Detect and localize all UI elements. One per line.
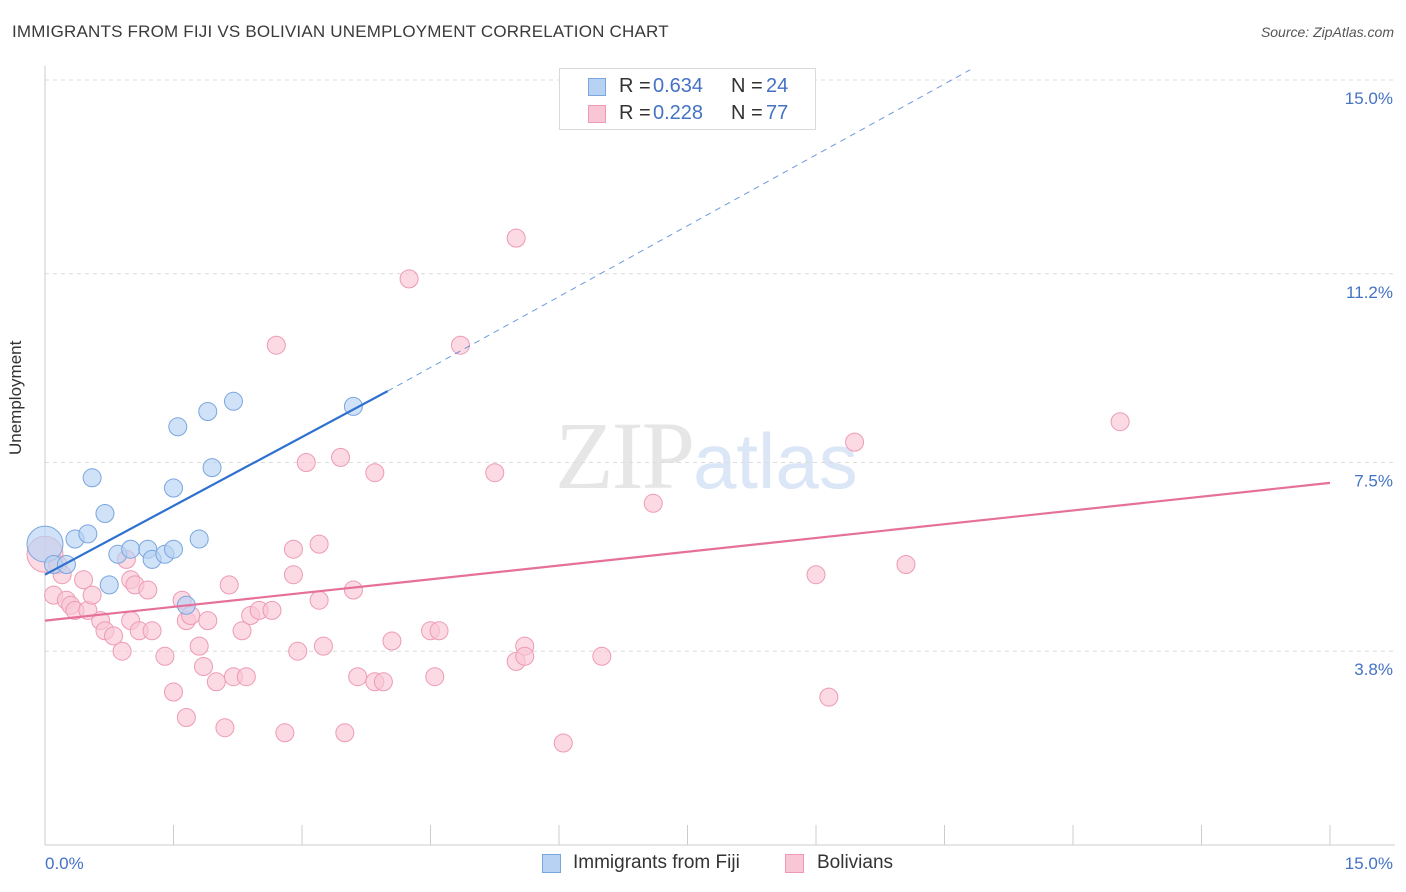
fiji-point (164, 539, 183, 559)
bolivian-point (845, 432, 865, 452)
bolivian-point (193, 657, 213, 676)
y-tick-label: 11.2% (1346, 283, 1393, 302)
bolivian-point (232, 621, 252, 641)
bolivian-point (104, 626, 124, 646)
fiji-n-label: N = (731, 75, 763, 97)
bolivian-point (335, 723, 355, 743)
x-tick-label: 15.0% (1345, 854, 1393, 873)
watermark-atlas: atlas (693, 417, 858, 505)
y-tick-label: 7.5% (1354, 472, 1393, 491)
fiji-n-value: 24 (766, 75, 789, 97)
bolivian-point (283, 565, 303, 585)
bolivian-point (74, 570, 94, 590)
bolivian-point (266, 335, 286, 355)
fiji-trendline-extension (387, 69, 971, 392)
bolivian-point (425, 667, 445, 687)
bolivian-point (164, 682, 183, 702)
legend-bolivians-swatch (785, 854, 804, 873)
fiji-point (198, 402, 218, 421)
bolivian-point (592, 646, 612, 666)
chart-title: IMMIGRANTS FROM FIJI VS BOLIVIAN UNEMPLO… (12, 22, 669, 41)
fiji-point (202, 458, 222, 478)
bolivian-point (138, 580, 158, 600)
bolivian-point (296, 453, 316, 472)
fiji-point (121, 539, 141, 559)
bolivian-point (1110, 412, 1130, 432)
bolivian-point (189, 636, 209, 656)
bolivian-point (365, 463, 385, 483)
bolivian-point (142, 621, 162, 641)
fiji-point (82, 468, 102, 488)
y-tick-label: 3.8% (1354, 660, 1393, 679)
legend-fiji-swatch (542, 854, 561, 873)
bolivian-point (553, 733, 573, 753)
bolivian-point (112, 641, 132, 661)
correlation-legend: R = 0.634 N = 24 R = 0.228 N = 77 (559, 68, 816, 130)
bolivian-point (515, 646, 535, 666)
bolivian-point (348, 667, 368, 687)
x-tick-label: 0.0% (45, 854, 84, 873)
bolivian-point (373, 672, 393, 692)
fiji-swatch (588, 78, 606, 96)
fiji-point (189, 529, 209, 549)
bolivian-point (215, 718, 235, 738)
bolivian-point (382, 631, 402, 651)
y-tick-label: 15.0% (1345, 89, 1393, 108)
watermark-zip: ZIP (555, 402, 695, 509)
source-label: Source: ZipAtlas.com (1260, 24, 1394, 40)
fiji-point (168, 417, 188, 437)
bolivians-r-label: R = (619, 102, 651, 124)
bolivian-point (309, 590, 329, 610)
bolivian-point (806, 565, 826, 585)
bolivian-point (429, 621, 449, 641)
y-axis-label: Unemployment (6, 340, 25, 455)
bolivian-point (896, 555, 916, 574)
bolivian-point (643, 493, 663, 513)
bolivian-point (313, 636, 333, 656)
bolivian-point (450, 335, 470, 355)
fiji-trendline (44, 390, 389, 576)
bolivian-point (283, 539, 303, 559)
bolivian-point (275, 723, 295, 743)
fiji-point (99, 575, 119, 595)
fiji-point (78, 524, 98, 544)
bolivian-point (155, 646, 175, 666)
bolivian-point (331, 447, 351, 467)
bolivian-point (343, 580, 363, 600)
bolivian-point (819, 687, 839, 707)
bolivian-point (399, 269, 419, 289)
bolivian-point (176, 708, 196, 727)
bolivian-point (288, 641, 308, 661)
bolivian-point (82, 585, 102, 605)
bolivian-point (206, 672, 226, 692)
bolivian-point (262, 600, 282, 620)
bolivian-point (506, 228, 526, 248)
bolivians-n-value: 77 (766, 102, 789, 124)
series-legend: Immigrants from Fiji Bolivians (0, 852, 1406, 876)
bolivian-point (198, 611, 218, 631)
legend-fiji-label: Immigrants from Fiji (573, 852, 740, 873)
bolivian-point (236, 667, 256, 687)
fiji-r-value: 0.634 (653, 75, 704, 97)
fiji-r-label: R = (619, 75, 651, 97)
bolivian-point (309, 534, 329, 554)
legend-bolivians-label: Bolivians (817, 852, 894, 873)
fiji-point (56, 555, 76, 574)
zipatlas-watermark: ZIPatlas (555, 400, 858, 511)
fiji-point (223, 391, 243, 411)
bolivians-r-value: 0.228 (653, 102, 704, 124)
fiji-point (164, 478, 183, 498)
fiji-point (95, 504, 115, 523)
bolivians-trendline (44, 481, 1331, 622)
bolivians-swatch (588, 105, 606, 123)
bolivian-point (219, 575, 239, 595)
bolivians-n-label: N = (731, 102, 763, 124)
bolivian-point (485, 463, 505, 483)
